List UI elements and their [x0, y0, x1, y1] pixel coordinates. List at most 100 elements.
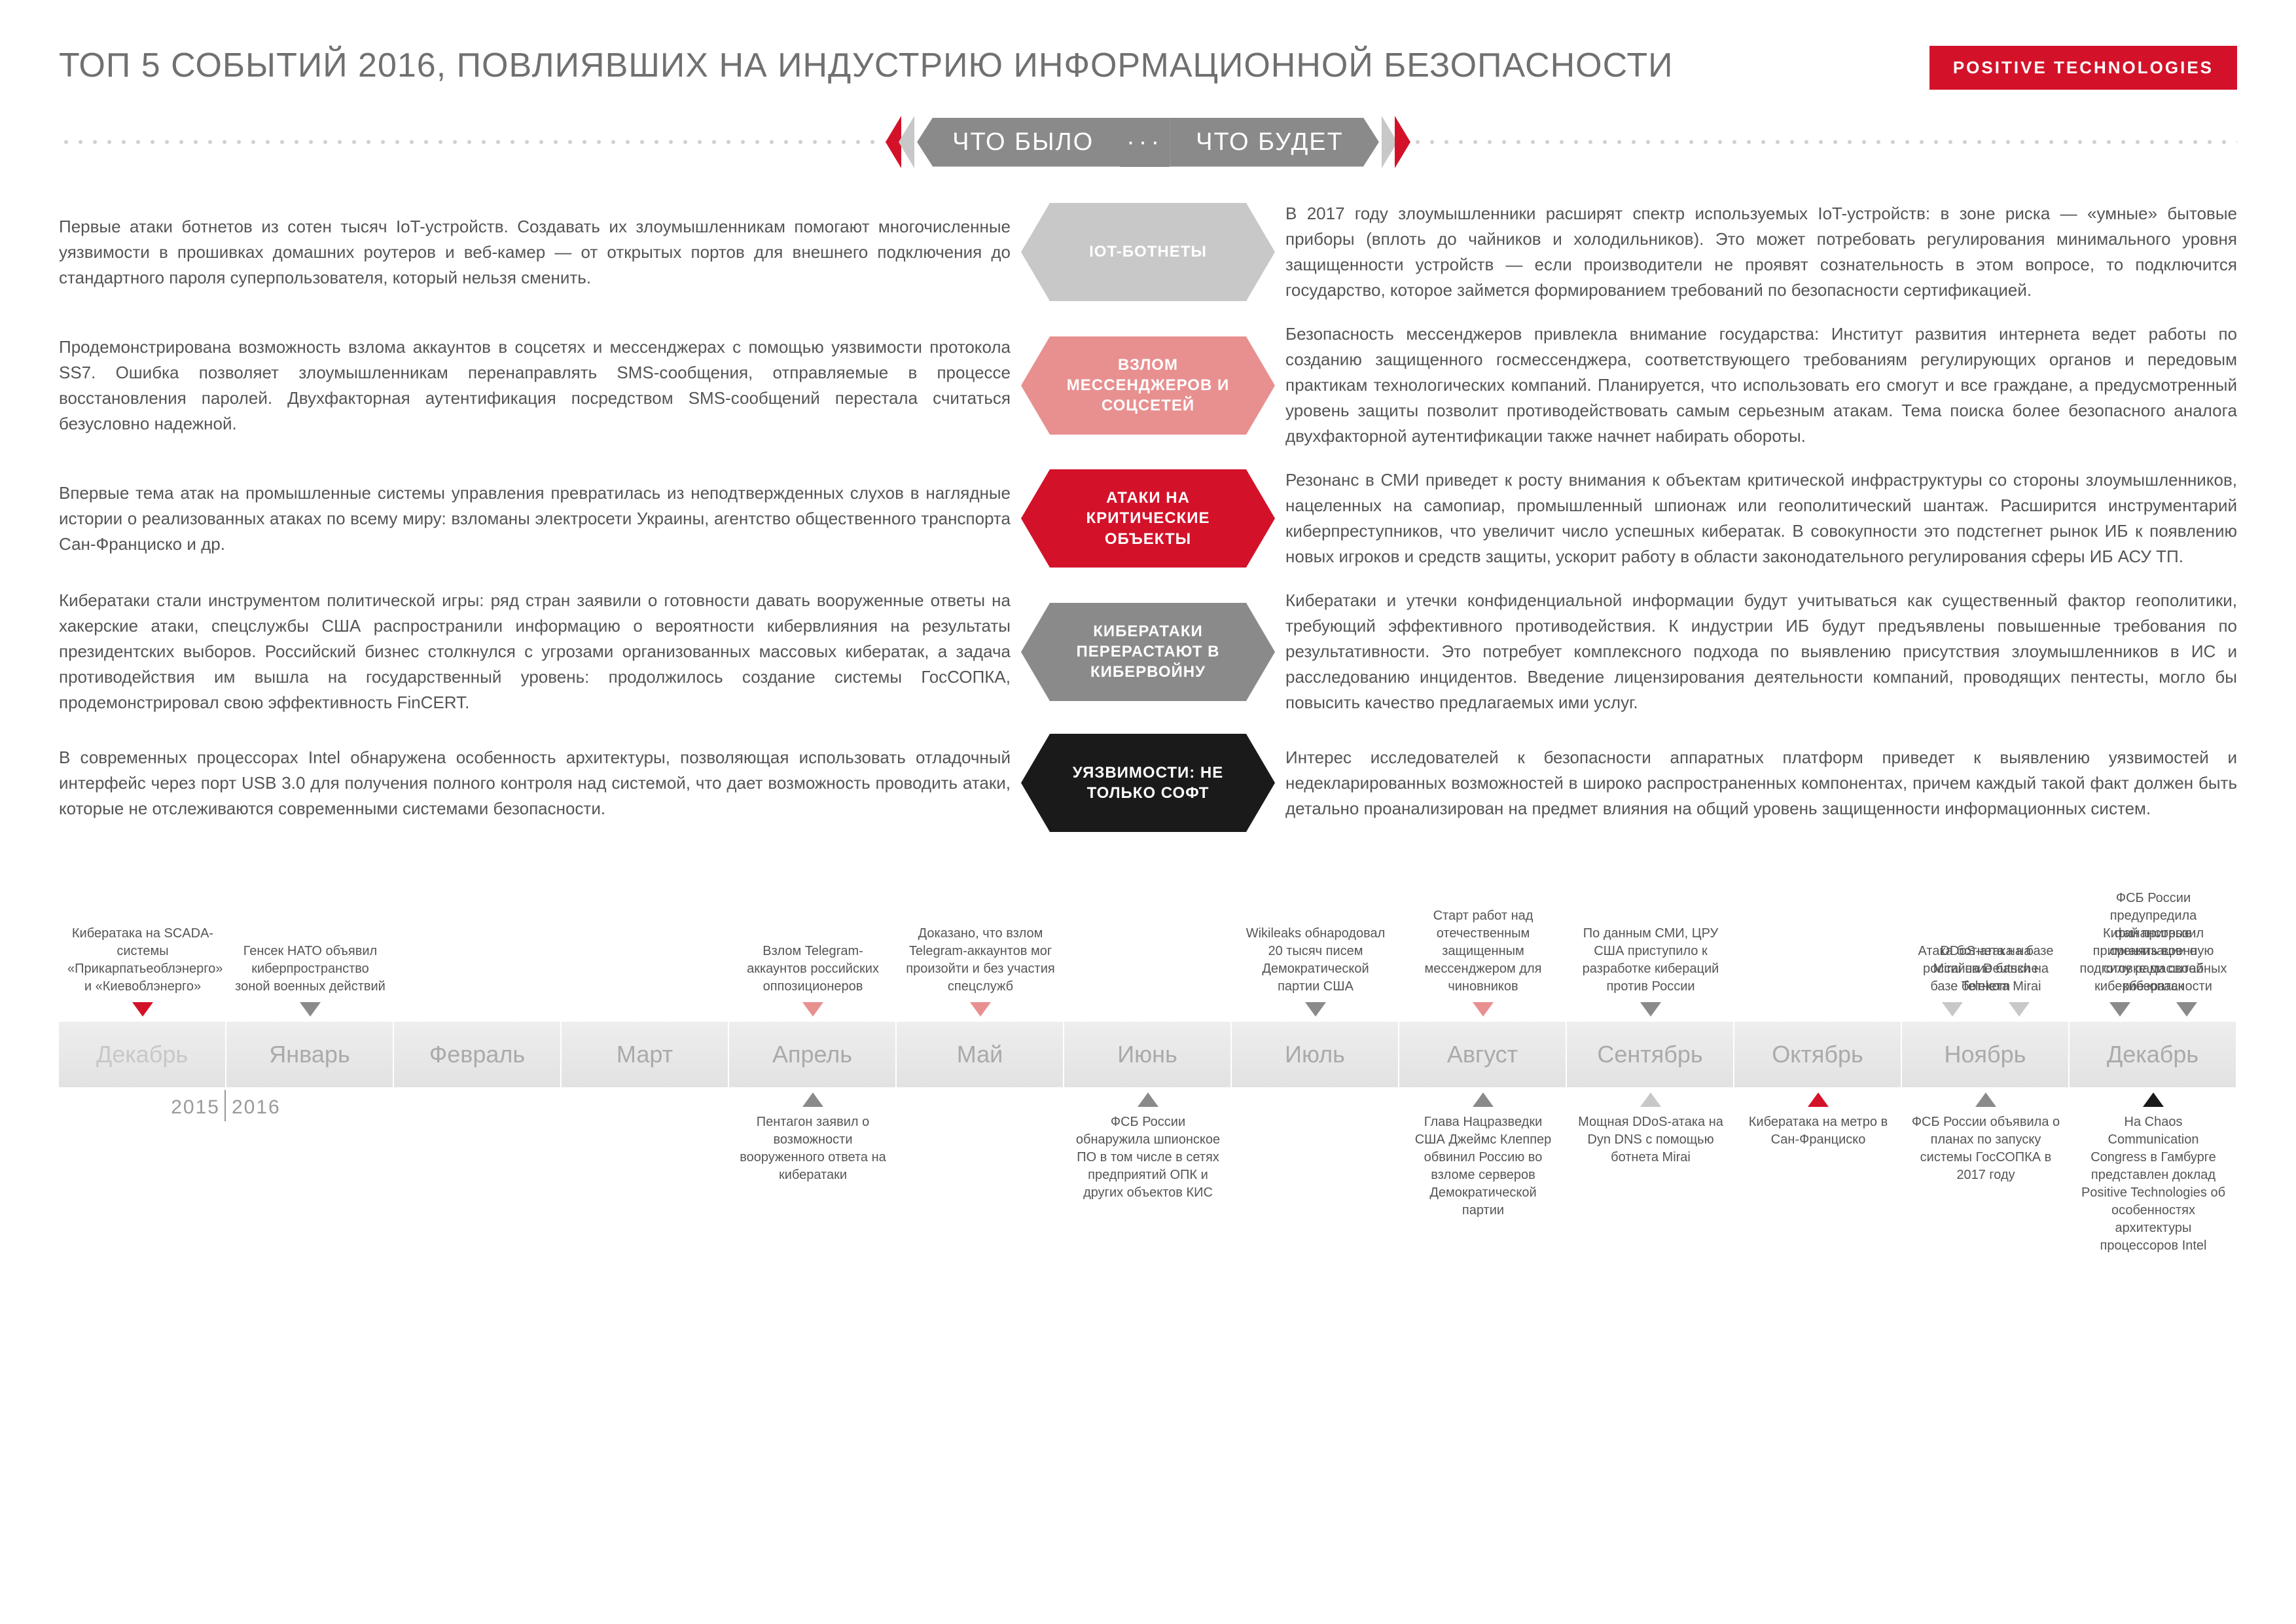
- timeline-event: ФСБ России обнаружила шпионское ПО в том…: [1073, 1113, 1223, 1202]
- event-hex: КИБЕРАТАКИ ПЕРЕРАСТАЮТ В КИБЕРВОЙНУ: [1037, 588, 1259, 715]
- timeline-col: Генсек НАТО объявил киберпространство зо…: [226, 878, 394, 1022]
- event-text-past: Первые атаки ботнетов из сотен тысяч IoT…: [59, 201, 1011, 303]
- timeline-col: [562, 1087, 729, 1231]
- triangle-icon: [2176, 1002, 2197, 1017]
- chevron-left-gray: [899, 116, 914, 168]
- timeline-col: [1232, 1087, 1399, 1231]
- timeline-col: Мощная DDoS-атака на Dyn DNS с помощью б…: [1567, 1087, 1734, 1231]
- event-text-past: В современных процессорах Intel обнаруже…: [59, 734, 1011, 832]
- timeline-event: ФСБ России предупредила финансовые орган…: [2078, 890, 2229, 996]
- chevron-right-red: [1395, 116, 1410, 168]
- pill-dots: ···: [1120, 118, 1170, 167]
- hex-label: УЯЗВИМОСТИ: НЕ ТОЛЬКО СОФТ: [1050, 734, 1246, 832]
- timeline-col: Wikileaks обнародовал 20 тысяч писем Дем…: [1232, 878, 1399, 1022]
- timeline-col: [226, 1087, 394, 1231]
- timeline-col: Китай пригрозил применять военную силу р…: [2070, 878, 2237, 1022]
- timeline-col: Глава Нацразведки США Джеймс Клеппер обв…: [1399, 1087, 1567, 1231]
- timeline-event: Кибератака на SCADA-системы «Прикарпатье…: [67, 925, 218, 996]
- timeline-event: Доказано, что взлом Telegram-аккаунтов м…: [905, 925, 1056, 996]
- header: ТОП 5 СОБЫТИЙ 2016, ПОВЛИЯВШИХ НА ИНДУСТ…: [59, 46, 2237, 90]
- timeline-top-row: Кибератака на SCADA-системы «Прикарпатье…: [59, 878, 2237, 1022]
- timeline-event: Мощная DDoS-атака на Dyn DNS с помощью б…: [1575, 1113, 1726, 1166]
- month-cell: Июль: [1232, 1022, 1399, 1087]
- timeline-event: DDoS-атака на российские банки на базе б…: [1910, 943, 2061, 996]
- timeline-col: [562, 878, 729, 1022]
- event-row: В современных процессорах Intel обнаруже…: [59, 734, 2237, 832]
- event-text-past: Кибератаки стали инструментом политическ…: [59, 588, 1011, 715]
- timeline: Кибератака на SCADA-системы «Прикарпатье…: [59, 878, 2237, 1231]
- events-list: Первые атаки ботнетов из сотен тысяч IoT…: [59, 201, 2237, 832]
- hex-label: ВЗЛОМ МЕССЕНДЖЕРОВ И СОЦСЕТЕЙ: [1050, 336, 1246, 435]
- event-row: Первые атаки ботнетов из сотен тысяч IoT…: [59, 201, 2237, 303]
- section-divider: ЧТО БЫЛО ··· ЧТО БУДЕТ: [59, 116, 2237, 168]
- triangle-icon: [2009, 1002, 2030, 1017]
- triangle-icon: [1975, 1092, 1996, 1107]
- logo-badge: POSITIVE TECHNOLOGIES: [1929, 46, 2237, 90]
- timeline-col: Кибератака на метро в Сан-Франциско: [1734, 1087, 1902, 1231]
- triangle-group: [1942, 1002, 2030, 1017]
- event-text-future: Безопасность мессенджеров привлекла вним…: [1285, 321, 2237, 449]
- timeline-event: Пентагон заявил о возможности вооруженно…: [738, 1113, 888, 1184]
- timeline-col: [394, 878, 562, 1022]
- center-pill: ЧТО БЫЛО ··· ЧТО БУДЕТ: [886, 116, 1410, 168]
- timeline-col: На Chaos Communication Congress в Гамбур…: [2070, 1087, 2237, 1231]
- month-cell: Август: [1399, 1022, 1567, 1087]
- triangle-icon: [970, 1002, 991, 1017]
- event-row: Кибератаки стали инструментом политическ…: [59, 588, 2237, 715]
- event-text-future: В 2017 году злоумышленники расширят спек…: [1285, 201, 2237, 303]
- event-text-past: Впервые тема атак на промышленные систем…: [59, 467, 1011, 569]
- timeline-col: Пентагон заявил о возможности вооруженно…: [729, 1087, 897, 1231]
- dots-right: [1410, 140, 2237, 144]
- triangle-icon: [2143, 1092, 2164, 1107]
- timeline-event: Старт работ над отечественным защищенным…: [1408, 907, 1558, 996]
- timeline-col: [394, 1087, 562, 1231]
- timeline-bottom-row: Пентагон заявил о возможности вооруженно…: [59, 1087, 2237, 1231]
- hex-label: IOT-БОТНЕТЫ: [1050, 203, 1246, 301]
- hex-label: АТАКИ НА КРИТИЧЕСКИЕ ОБЪЕКТЫ: [1050, 469, 1246, 568]
- triangle-icon: [1305, 1002, 1326, 1017]
- triangle-icon: [1473, 1002, 1494, 1017]
- triangle-icon: [802, 1002, 823, 1017]
- month-cell: Февраль: [394, 1022, 562, 1087]
- month-cell: Октябрь: [1734, 1022, 1902, 1087]
- timeline-col: [897, 1087, 1064, 1231]
- triangle-icon: [1640, 1092, 1661, 1107]
- month-cell: Апрель: [729, 1022, 897, 1087]
- triangle-icon: [802, 1092, 823, 1107]
- event-text-future: Кибератаки и утечки конфиденциальной инф…: [1285, 588, 2237, 715]
- timeline-col: Взлом Telegram-аккаунтов российских оппо…: [729, 878, 897, 1022]
- month-cell: Сентябрь: [1567, 1022, 1734, 1087]
- triangle-icon: [1138, 1092, 1158, 1107]
- hex-label: КИБЕРАТАКИ ПЕРЕРАСТАЮТ В КИБЕРВОЙНУ: [1050, 603, 1246, 701]
- timeline-event: По данным СМИ, ЦРУ США приступило к разр…: [1575, 925, 1726, 996]
- event-hex: ВЗЛОМ МЕССЕНДЖЕРОВ И СОЦСЕТЕЙ: [1037, 321, 1259, 449]
- event-row: Продемонстрирована возможность взлома ак…: [59, 321, 2237, 449]
- triangle-icon: [2109, 1002, 2130, 1017]
- timeline-event: Взлом Telegram-аккаунтов российских оппо…: [738, 943, 888, 996]
- event-hex: УЯЗВИМОСТИ: НЕ ТОЛЬКО СОФТ: [1037, 734, 1259, 832]
- event-hex: IOT-БОТНЕТЫ: [1037, 201, 1259, 303]
- timeline-month-bar: Декабрь2015Январь2016ФевральМартАпрельМа…: [59, 1022, 2237, 1087]
- timeline-event: На Chaos Communication Congress в Гамбур…: [2078, 1113, 2229, 1255]
- timeline-event: ФСБ России объявила о планах по запуску …: [1910, 1113, 2061, 1184]
- month-cell: Ноябрь: [1902, 1022, 2070, 1087]
- timeline-event: Глава Нацразведки США Джеймс Клеппер обв…: [1408, 1113, 1558, 1219]
- timeline-col: ФСБ России объявила о планах по запуску …: [1902, 1087, 2070, 1231]
- timeline-col: [1064, 878, 1232, 1022]
- event-text-future: Резонанс в СМИ приведет к росту внимания…: [1285, 467, 2237, 569]
- month-cell: Январь2016: [226, 1022, 394, 1087]
- triangle-icon: [1640, 1002, 1661, 1017]
- dots-left: [59, 140, 886, 144]
- timeline-col: Кибератака на SCADA-системы «Прикарпатье…: [59, 878, 226, 1022]
- event-text-past: Продемонстрирована возможность взлома ак…: [59, 321, 1011, 449]
- pill-right-label: ЧТО БУДЕТ: [1170, 118, 1379, 167]
- timeline-event: Кибератака на метро в Сан-Франциско: [1743, 1113, 1893, 1149]
- month-cell: Март: [562, 1022, 729, 1087]
- event-hex: АТАКИ НА КРИТИЧЕСКИЕ ОБЪЕКТЫ: [1037, 467, 1259, 569]
- timeline-col: [59, 1087, 226, 1231]
- month-cell: Май: [897, 1022, 1064, 1087]
- triangle-icon: [1808, 1092, 1829, 1107]
- timeline-col: [1734, 878, 1902, 1022]
- timeline-event: Генсек НАТО объявил киберпространство зо…: [235, 943, 386, 996]
- timeline-event: Wikileaks обнародовал 20 тысяч писем Дем…: [1240, 925, 1391, 996]
